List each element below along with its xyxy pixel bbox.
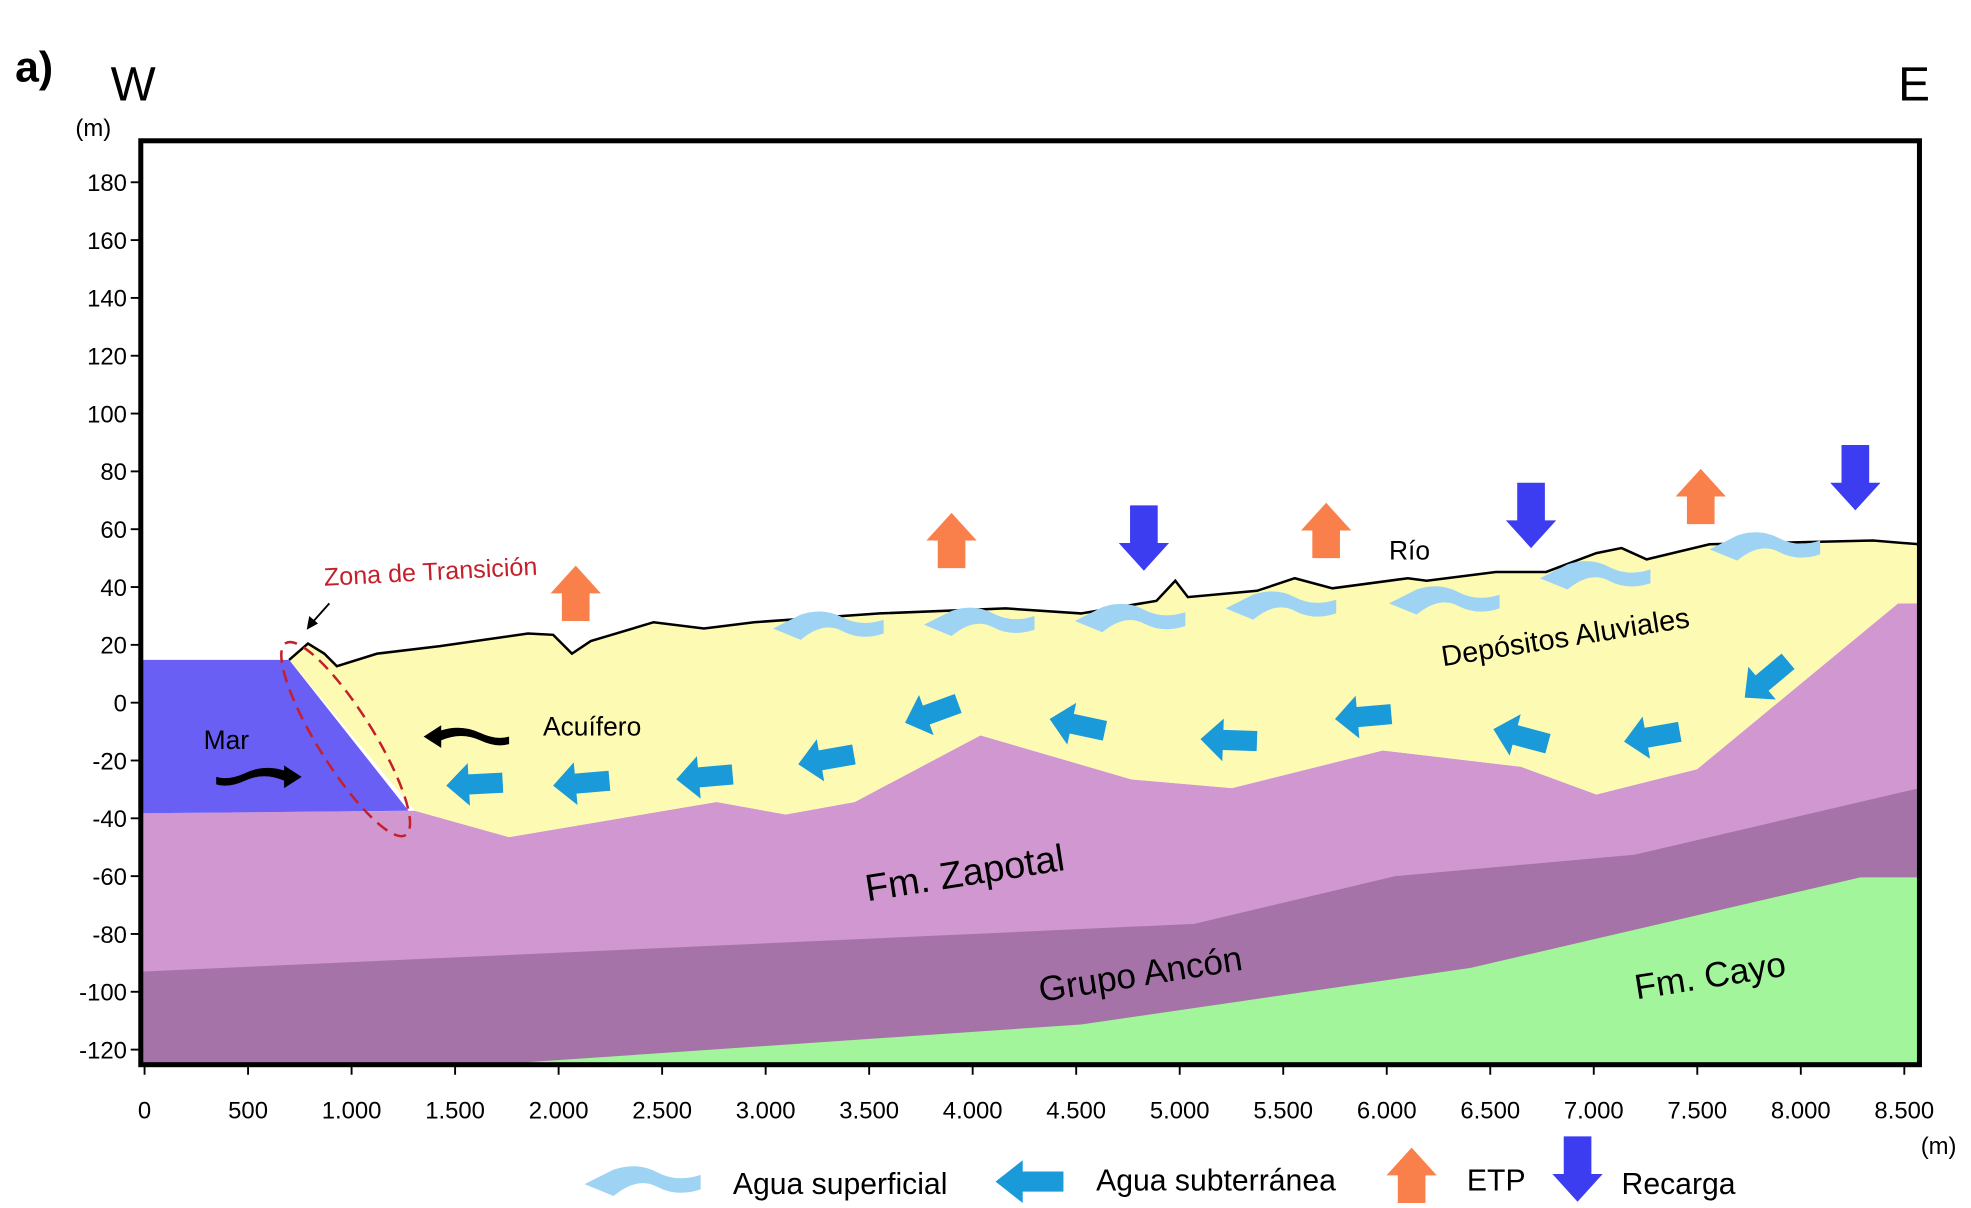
legend-etp-icon	[1386, 1148, 1436, 1203]
y-tick-label: 60	[100, 517, 127, 544]
x-tick-label: 6.000	[1357, 1098, 1417, 1125]
y-tick-label: -80	[92, 922, 127, 949]
y-tick-label: -60	[92, 864, 127, 891]
x-tick-label: 5.500	[1253, 1098, 1313, 1125]
x-tick-label: 0	[138, 1098, 151, 1125]
direction-west: W	[111, 59, 156, 112]
y-tick-label: 0	[114, 690, 127, 717]
x-tick-label: 1.000	[322, 1098, 382, 1125]
x-tick-label: 4.000	[943, 1098, 1003, 1125]
x-tick-label: 1.500	[425, 1098, 485, 1125]
recharge-arrow	[1119, 505, 1169, 570]
y-tick-label: 100	[87, 401, 127, 428]
y-tick-label: -20	[92, 748, 127, 775]
x-tick-label: 8.500	[1874, 1098, 1934, 1125]
legend-label: ETP	[1467, 1164, 1526, 1197]
x-axis-unit: (m)	[1921, 1133, 1957, 1160]
x-tick-label: 500	[228, 1098, 268, 1125]
etp-arrow	[1301, 503, 1351, 558]
etp-arrow	[551, 566, 601, 621]
y-tick-label: 20	[100, 633, 127, 660]
y-tick-label: 40	[100, 575, 127, 602]
aquifer-label: Acuífero	[543, 711, 641, 741]
y-tick-label: 80	[100, 459, 127, 486]
legend-groundwater-icon	[996, 1160, 1064, 1203]
y-tick-label: -40	[92, 806, 127, 833]
legend-recharge-icon	[1552, 1136, 1602, 1201]
legend-label: Recarga	[1622, 1168, 1736, 1201]
sea-label: Mar	[204, 725, 250, 755]
x-tick-label: 4.500	[1046, 1098, 1106, 1125]
y-tick-label: 140	[87, 286, 127, 313]
etp-arrow	[926, 513, 976, 568]
legend-label: Agua subterránea	[1096, 1164, 1336, 1197]
y-tick-label: 160	[87, 228, 127, 255]
legend-label: Agua superficial	[733, 1168, 948, 1201]
legend: Agua superficial Agua subterránea ETP Re…	[585, 1136, 1736, 1203]
etp-arrow	[1676, 469, 1726, 524]
y-tick-label: -120	[79, 1037, 127, 1064]
direction-east: E	[1898, 59, 1930, 112]
panel-label: a)	[15, 44, 53, 92]
y-tick-label: 180	[87, 170, 127, 197]
transition-zone-label: Zona de Transición	[323, 553, 538, 592]
recharge-arrow	[1506, 483, 1556, 548]
recharge-arrow	[1830, 445, 1880, 510]
x-tick-label: 8.000	[1771, 1098, 1831, 1125]
x-tick-label: 2.000	[529, 1098, 589, 1125]
x-tick-label: 3.500	[839, 1098, 899, 1125]
legend-surface-water-icon	[585, 1166, 701, 1196]
x-tick-label: 6.500	[1460, 1098, 1520, 1125]
river-label: Río	[1389, 535, 1430, 565]
x-tick-label: 2.500	[632, 1098, 692, 1125]
x-tick-label: 7.000	[1564, 1098, 1624, 1125]
cross-section: 180 160 140 120 100 80 60 40 20 0 -20 -40 -60 -80 -100…	[0, 0, 1971, 1208]
y-tick-label: -100	[79, 980, 127, 1007]
x-tick-label: 5.000	[1150, 1098, 1210, 1125]
x-tick-label: 3.000	[736, 1098, 796, 1125]
y-tick-label: 120	[87, 344, 127, 371]
x-tick-label: 7.500	[1667, 1098, 1727, 1125]
y-axis-unit: (m)	[75, 115, 111, 142]
